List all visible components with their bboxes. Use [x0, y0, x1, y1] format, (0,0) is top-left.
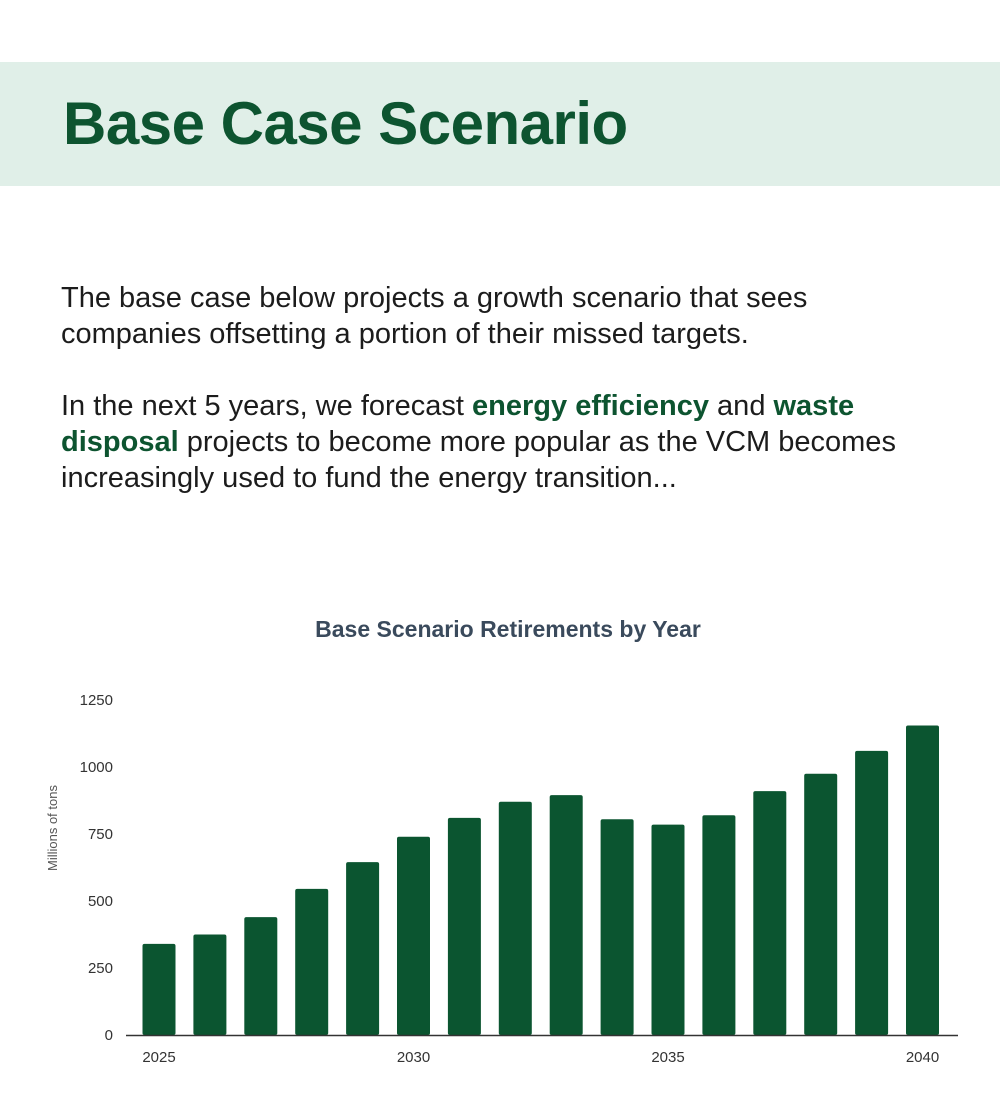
title-band [0, 62, 1000, 186]
y-axis-label: Millions of tons [45, 785, 60, 871]
intro-text-segment: projects to become more popular as the V… [61, 426, 896, 494]
bar-2030 [397, 836, 430, 1035]
highlight-energy-efficiency: energy efficiency [472, 390, 709, 422]
bar-2027 [244, 917, 278, 1035]
bar-2038 [804, 773, 838, 1035]
highlight-waste-disposal: waste disposal [61, 390, 855, 458]
bar-2032 [498, 801, 532, 1035]
page-title: Base Case Scenario [63, 90, 628, 157]
y-tick-label: 1250 [80, 692, 113, 709]
bar-2031 [447, 817, 481, 1035]
x-tick-label: 2035 [651, 1049, 684, 1066]
intro-paragraph-2: In the next 5 years, we forecast energy … [61, 388, 941, 496]
chart-title: Base Scenario Retirements by Year [315, 616, 701, 642]
intro-text: The base case below projects a growth sc… [61, 280, 941, 496]
y-tick-label: 500 [88, 893, 113, 910]
y-tick-label: 250 [88, 960, 113, 977]
bar-2036 [702, 815, 736, 1035]
bar-2025 [142, 943, 176, 1035]
bar-2034 [600, 819, 634, 1035]
bar-2028 [295, 888, 329, 1035]
intro-text-segment: In the next 5 years, we forecast [61, 390, 473, 422]
bar-2037 [753, 791, 787, 1035]
intro-paragraph-1: The base case below projects a growth sc… [61, 282, 808, 350]
bar-2026 [193, 934, 227, 1035]
bar-2033 [549, 795, 583, 1035]
bar-2035 [651, 824, 685, 1035]
y-tick-label: 750 [88, 826, 113, 843]
bar-2029 [346, 862, 380, 1035]
y-tick-label: 1000 [80, 759, 113, 776]
x-tick-label: 2040 [906, 1049, 939, 1066]
intro-text-segment: and [709, 390, 774, 422]
x-tick-label: 2025 [142, 1049, 175, 1066]
bar-2040 [906, 725, 939, 1035]
y-tick-label: 0 [105, 1027, 113, 1044]
bar-2039 [855, 750, 889, 1035]
x-tick-label: 2030 [397, 1049, 430, 1066]
